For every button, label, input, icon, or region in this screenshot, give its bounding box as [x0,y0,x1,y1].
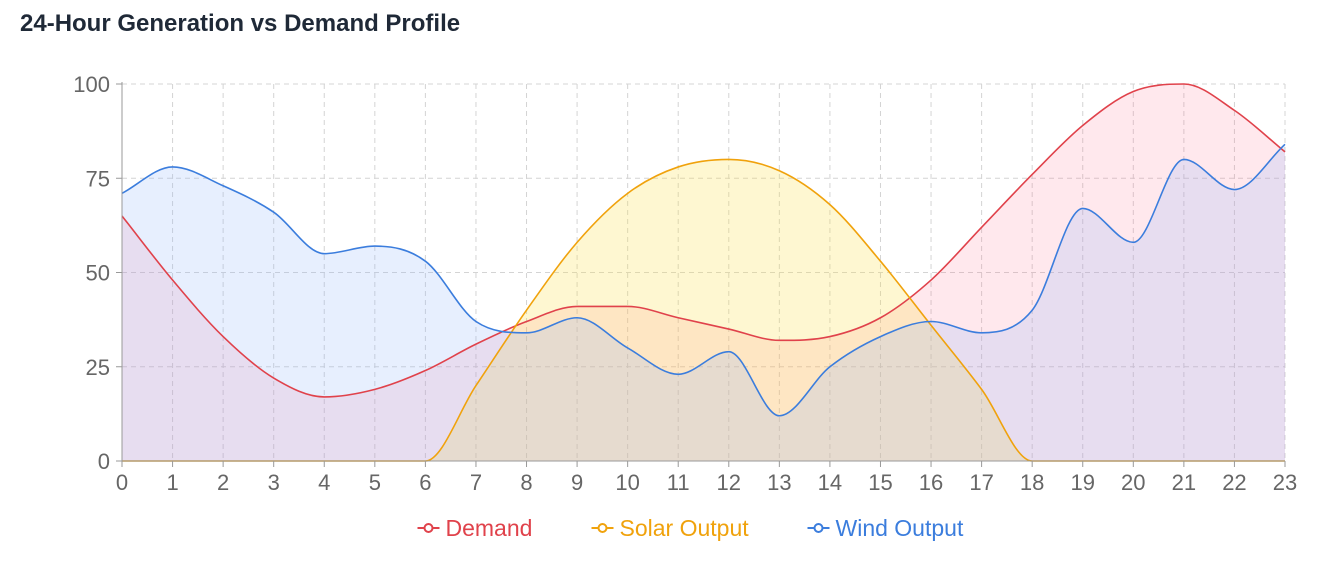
x-tick-label: 19 [1070,470,1094,495]
line-wind-output[interactable] [121,143,1286,417]
x-tick-label: 0 [116,470,128,495]
y-tick-label: 75 [86,166,110,191]
x-tick-label: 9 [571,470,583,495]
x-tick-label: 7 [470,470,482,495]
x-tick-label: 2 [217,470,229,495]
x-tick-label: 15 [868,470,892,495]
x-tick-label: 21 [1172,470,1196,495]
area-solar-output [122,159,1285,461]
x-tick-label: 3 [268,470,280,495]
legend[interactable]: Demand Solar Output Wind Output [417,515,964,541]
x-tick-label: 16 [919,470,943,495]
legend-label: Demand [446,515,533,541]
legend-marker-icon [597,523,608,533]
legend-item-demand[interactable]: Demand [417,515,533,541]
legend-label: Wind Output [836,515,964,541]
x-tick-label: 11 [667,470,690,495]
y-tick-label: 50 [86,261,110,286]
x-tick-label: 6 [419,470,431,495]
x-tick-label: 17 [969,470,993,495]
x-tick-label: 10 [615,470,639,495]
x-tick-label: 4 [318,470,330,495]
legend-label: Solar Output [620,515,750,541]
line-demand[interactable] [121,83,1286,398]
series-areas [122,84,1285,461]
axes [121,82,1285,462]
legend-item-solar-output[interactable]: Solar Output [591,515,750,541]
x-tick-label: 5 [369,470,381,495]
x-tick-label: 18 [1020,470,1044,495]
x-tick-label: 1 [166,470,178,495]
y-axis-ticks: 0 25 50 75 100 [73,72,122,474]
chart-title: 24-Hour Generation vs Demand Profile [20,10,461,37]
x-tick-label: 8 [520,470,532,495]
legend-marker-icon [423,523,434,533]
x-tick-label: 14 [818,470,842,495]
x-tick-label: 12 [717,470,741,495]
x-tick-label: 20 [1121,470,1145,495]
legend-item-wind-output[interactable]: Wind Output [807,515,964,541]
area-wind-output [122,144,1285,461]
x-tick-label: 13 [767,470,791,495]
y-tick-label: 100 [73,72,110,97]
legend-marker-icon [813,523,824,533]
x-tick-label: 23 [1273,470,1297,495]
x-axis-ticks: 0 1 2 3 4 5 6 7 8 9 10 11 12 13 14 15 16 17 18 19 20 21 22 23 [116,461,1297,495]
x-tick-label: 22 [1222,470,1246,495]
y-tick-label: 25 [86,355,110,380]
y-tick-label: 0 [98,449,110,474]
area-demand [122,84,1285,461]
